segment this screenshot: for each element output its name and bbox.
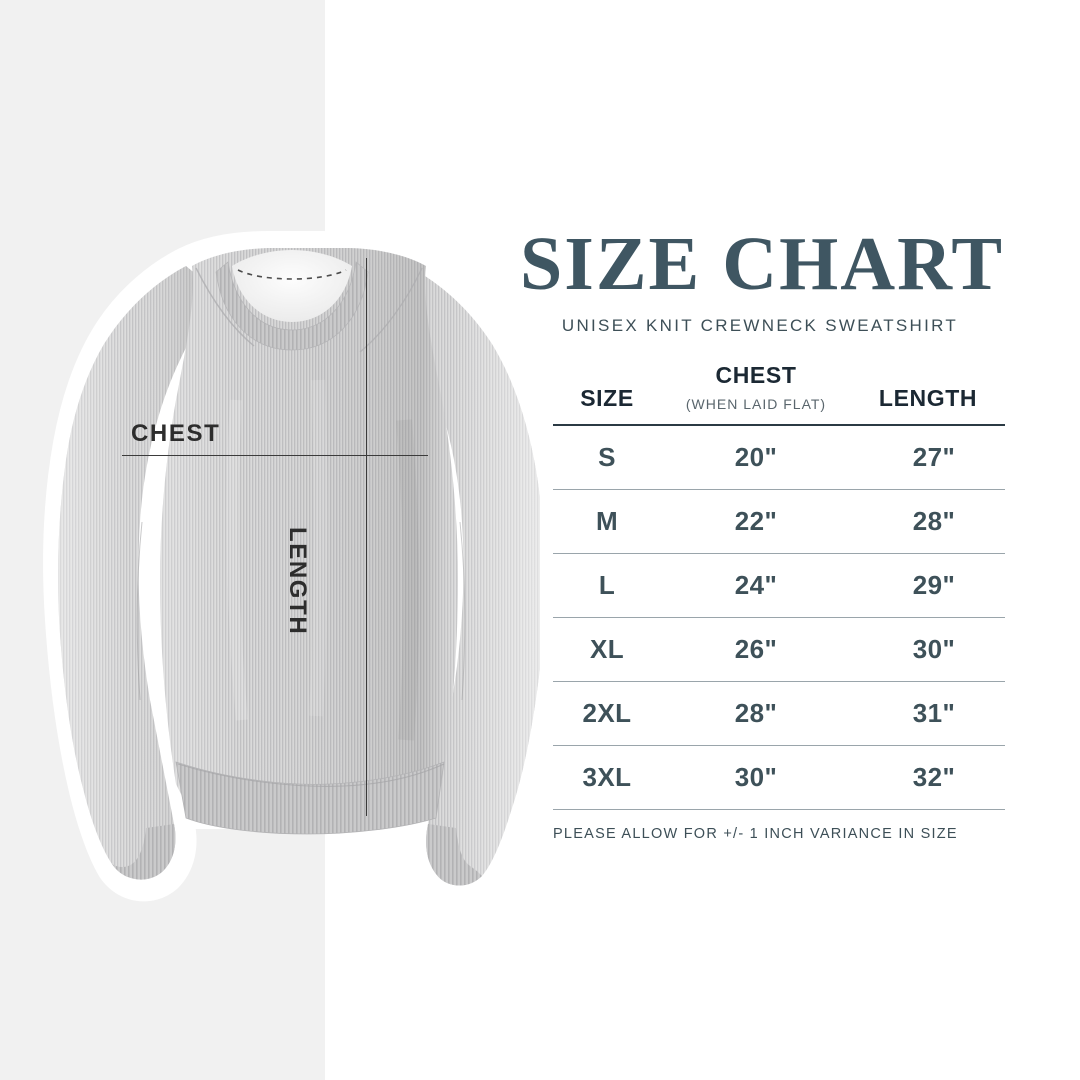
cell-size: L (598, 570, 616, 601)
table-row: S 20" 27" (553, 426, 1005, 491)
left-cuff (112, 824, 176, 880)
cell-length: 28" (912, 506, 956, 537)
garment-image-area: CHEST LENGTH (0, 0, 540, 1080)
table-row: XL 26" 30" (553, 618, 1005, 683)
cell-size: M (595, 506, 619, 537)
column-header-length: LENGTH (878, 385, 978, 412)
table-row: 3XL 30" 32" (553, 746, 1005, 811)
table-row: M 22" 28" (553, 490, 1005, 555)
column-header-chest: CHEST (715, 362, 797, 389)
cell-size: XL (589, 634, 625, 665)
cell-length: 30" (912, 634, 956, 665)
table-row: 2XL 28" 31" (553, 682, 1005, 747)
cell-chest: 26" (734, 634, 778, 665)
column-header-chest-group: CHEST (WHEN LAID FLAT) (661, 362, 851, 412)
right-sleeve-shading (380, 266, 540, 886)
sweatshirt-illustration (0, 0, 540, 1080)
variance-note: PLEASE ALLOW FOR +/- 1 INCH VARIANCE IN … (553, 826, 958, 843)
neck-opening (232, 250, 352, 322)
right-shoulder-seam (359, 267, 423, 353)
size-table: SIZE CHEST (WHEN LAID FLAT) LENGTH S 20"… (553, 362, 1005, 842)
hem-seam-line (177, 763, 445, 787)
table-header-row: SIZE CHEST (WHEN LAID FLAT) LENGTH (553, 362, 1005, 414)
size-chart-panel: SIZE CHART UNISEX KNIT CREWNECK SWEATSHI… (520, 222, 1005, 842)
cell-chest: 28" (734, 698, 778, 729)
body-fold-1 (226, 399, 248, 721)
page-title: SIZE CHART (520, 222, 1005, 306)
column-header-chest-note: (WHEN LAID FLAT) (685, 396, 827, 413)
cell-chest: 24" (734, 570, 778, 601)
page-subtitle: UNISEX KNIT CREWNECK SWEATSHIRT (561, 316, 959, 336)
left-sleeve-shading (58, 266, 222, 880)
cell-length: 29" (912, 570, 956, 601)
cell-length: 31" (912, 698, 956, 729)
bottom-hem (175, 761, 445, 835)
right-cuff (426, 824, 482, 886)
cell-size: 2XL (582, 698, 632, 729)
cell-chest: 30" (734, 762, 778, 793)
left-sleeve-seam (136, 521, 143, 701)
cell-chest: 22" (734, 506, 778, 537)
crewneck-collar (215, 261, 369, 351)
left-shoulder-seam (195, 267, 255, 347)
column-header-size: SIZE (580, 385, 634, 412)
body-shading (160, 248, 458, 812)
table-row: L 24" 29" (553, 554, 1005, 619)
cell-size: S (598, 442, 616, 473)
table-header-rule (553, 424, 1005, 427)
cell-size: 3XL (582, 762, 632, 793)
right-sleeve-seam (459, 521, 466, 701)
cell-length: 27" (912, 442, 956, 473)
body-fold-2 (309, 379, 328, 717)
neck-tape-stitching (237, 269, 347, 280)
cell-chest: 20" (734, 442, 778, 473)
cell-length: 32" (912, 762, 956, 793)
body-fold-3 (396, 419, 420, 741)
